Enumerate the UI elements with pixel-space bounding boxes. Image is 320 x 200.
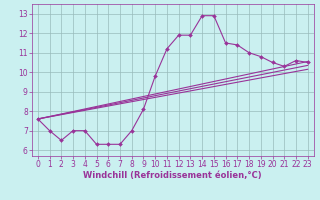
X-axis label: Windchill (Refroidissement éolien,°C): Windchill (Refroidissement éolien,°C) xyxy=(84,171,262,180)
